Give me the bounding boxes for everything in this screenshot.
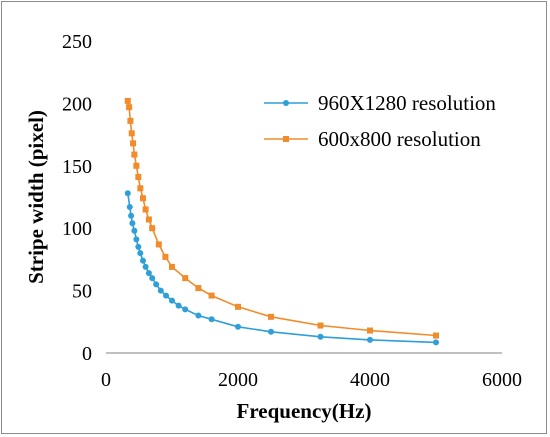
- series-2: [124, 97, 439, 339]
- series-1: [124, 190, 439, 346]
- x-tick-label: 2000: [218, 369, 258, 391]
- data-point: [133, 236, 140, 243]
- data-point: [268, 328, 274, 335]
- data-point: [208, 292, 215, 299]
- data-point: [162, 253, 169, 260]
- x-tick-labels: 0 2000 4000 6000: [101, 369, 522, 391]
- legend: 960X1280 resolution 600x800 resolution: [264, 91, 496, 151]
- y-tick-label: 100: [62, 218, 92, 240]
- data-point: [124, 97, 131, 104]
- data-point: [131, 151, 138, 158]
- data-point: [145, 270, 152, 277]
- data-point: [317, 322, 324, 329]
- legend-label: 960X1280 resolution: [318, 91, 496, 115]
- data-point: [195, 285, 202, 292]
- data-point: [149, 275, 156, 282]
- data-point: [124, 190, 131, 197]
- y-tick-label: 250: [62, 31, 92, 53]
- data-point: [133, 162, 140, 169]
- data-point: [137, 250, 144, 257]
- data-point: [163, 292, 170, 299]
- data-point: [367, 327, 373, 334]
- data-point: [128, 212, 135, 219]
- x-tick-label: 4000: [350, 369, 390, 391]
- data-point: [433, 332, 439, 339]
- data-point: [195, 312, 202, 319]
- legend-marker: [283, 136, 289, 142]
- data-point: [129, 220, 136, 227]
- data-point: [135, 174, 142, 181]
- y-tick-label: 50: [72, 281, 92, 303]
- data-point: [126, 104, 133, 111]
- data-point: [131, 227, 138, 234]
- data-point: [135, 243, 142, 250]
- y-tick-label: 150: [62, 156, 92, 178]
- data-point: [145, 216, 152, 223]
- x-axis-title: Frequency(Hz): [237, 399, 372, 423]
- x-tick-label: 6000: [482, 369, 522, 391]
- data-point: [317, 333, 324, 340]
- data-point: [235, 303, 241, 310]
- data-point: [235, 323, 241, 330]
- data-point: [153, 281, 160, 288]
- legend-marker: [283, 100, 289, 106]
- x-tick-label: 0: [101, 369, 111, 391]
- series-layer: [124, 97, 439, 346]
- data-point: [155, 241, 162, 248]
- y-tick-label: 200: [62, 93, 92, 115]
- y-tick-label: 0: [82, 343, 92, 365]
- data-point: [182, 275, 189, 282]
- data-point: [268, 313, 274, 320]
- data-point: [127, 117, 134, 124]
- data-point: [157, 287, 164, 294]
- data-point: [126, 203, 133, 210]
- data-point: [433, 339, 439, 346]
- data-point: [142, 263, 149, 270]
- data-point: [169, 263, 175, 270]
- data-point: [137, 185, 144, 192]
- legend-item: 960X1280 resolution: [264, 91, 496, 115]
- y-axis-title: Stripe width (pixel): [24, 110, 48, 284]
- data-point: [169, 297, 175, 304]
- data-point: [142, 206, 149, 213]
- data-point: [182, 306, 189, 313]
- data-point: [128, 130, 135, 137]
- data-point: [139, 195, 146, 202]
- data-point: [208, 316, 215, 323]
- y-tick-labels: 0 50 100 150 200 250: [62, 31, 92, 365]
- data-point: [139, 257, 146, 264]
- data-point: [130, 140, 137, 147]
- legend-item: 600x800 resolution: [264, 127, 481, 151]
- data-point: [175, 302, 182, 309]
- data-point: [367, 336, 373, 343]
- data-point: [149, 225, 156, 232]
- legend-label: 600x800 resolution: [318, 127, 481, 151]
